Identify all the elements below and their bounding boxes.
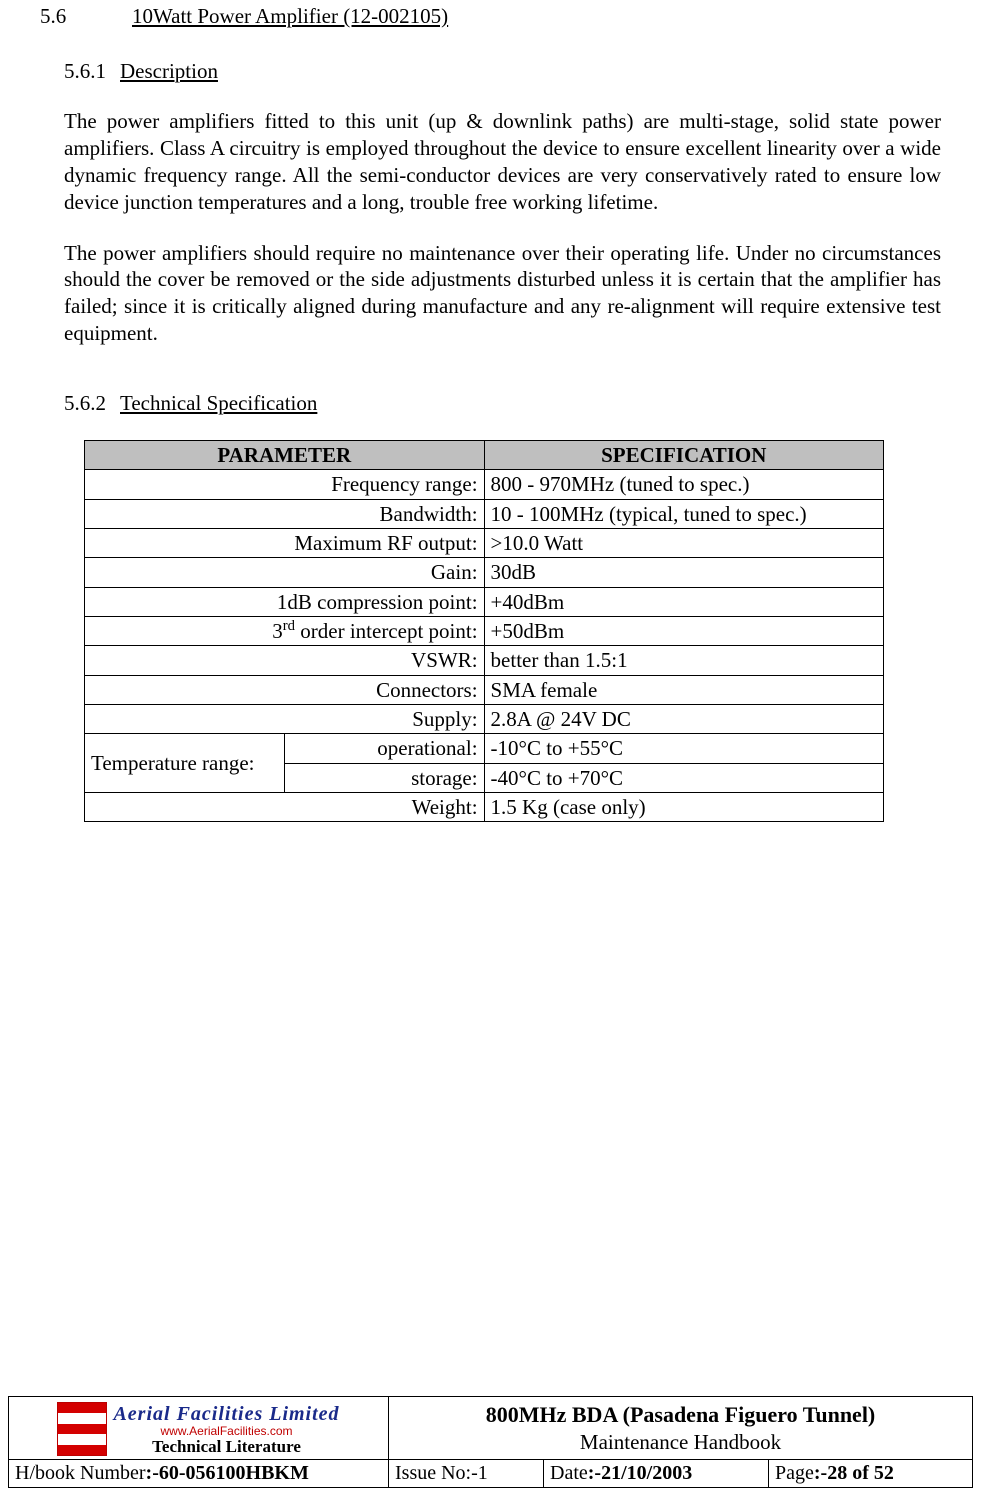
table-row: Weight:1.5 Kg (case only) (85, 793, 884, 822)
table-row: Bandwidth:10 - 100MHz (typical, tuned to… (85, 499, 884, 528)
subsection-spec-number: 5.6.2 (64, 391, 120, 416)
logo-company-name: Aerial Facilities Limited (113, 1403, 339, 1425)
footer-page: Page:-28 of 52 (769, 1460, 972, 1487)
value-cell: >10.0 Watt (484, 529, 883, 558)
table-header-row: PARAMETER SPECIFICATION (85, 441, 884, 470)
table-row: 3rd order intercept point: +50dBm (85, 617, 884, 646)
param-cell: 1dB compression point: (85, 587, 485, 616)
table-row: Maximum RF output:>10.0 Watt (85, 529, 884, 558)
param-cell: VSWR: (85, 646, 485, 675)
value-cell: 800 - 970MHz (tuned to spec.) (484, 470, 883, 499)
doc-title: 800MHz BDA (Pasadena Figuero Tunnel) (393, 1401, 968, 1429)
table-row: Connectors:SMA female (85, 675, 884, 704)
logo-text: Aerial Facilities Limited www.AerialFaci… (113, 1401, 339, 1457)
value-cell: SMA female (484, 675, 883, 704)
logo-tagline: Technical Literature (113, 1438, 339, 1457)
header-specification: SPECIFICATION (484, 441, 883, 470)
table-row: VSWR:better than 1.5:1 (85, 646, 884, 675)
footer-logo-cell: Aerial Facilities Limited www.AerialFaci… (9, 1397, 389, 1459)
section-number: 5.6 (40, 4, 132, 29)
doc-subtitle: Maintenance Handbook (393, 1429, 968, 1455)
param-cell: Frequency range: (85, 470, 485, 499)
logo-icon (57, 1402, 107, 1456)
value-cell: better than 1.5:1 (484, 646, 883, 675)
footer-issue: Issue No:-1 (389, 1460, 544, 1487)
param-sub-cell: operational: (284, 734, 484, 763)
footer-title-cell: 800MHz BDA (Pasadena Figuero Tunnel) Mai… (389, 1397, 972, 1459)
section-title: 10Watt Power Amplifier (12-002105) (132, 4, 448, 28)
table-row: Supply:2.8A @ 24V DC (85, 705, 884, 734)
value-cell: -10°C to +55°C (484, 734, 883, 763)
param-cell: Gain: (85, 558, 485, 587)
param-cell: Weight: (85, 793, 485, 822)
table-row: Frequency range:800 - 970MHz (tuned to s… (85, 470, 884, 499)
table-row: Temperature range: operational: -10°C to… (85, 734, 884, 763)
subsection-desc-number: 5.6.1 (64, 59, 120, 84)
table-row: 1dB compression point:+40dBm (85, 587, 884, 616)
value-cell: 30dB (484, 558, 883, 587)
value-cell: 1.5 Kg (case only) (484, 793, 883, 822)
value-cell: +40dBm (484, 587, 883, 616)
description-paragraph-2: The power amplifiers should require no m… (64, 240, 941, 348)
value-cell: +50dBm (484, 617, 883, 646)
table-row: Gain:30dB (85, 558, 884, 587)
subsection-desc-title: Description (120, 59, 218, 83)
param-cell: 3rd order intercept point: (85, 617, 485, 646)
subsection-spec-title: Technical Specification (120, 391, 317, 415)
value-cell: 2.8A @ 24V DC (484, 705, 883, 734)
subsection-spec-heading: 5.6.2Technical Specification (64, 391, 941, 416)
subsection-description-heading: 5.6.1Description (64, 59, 941, 84)
param-cell: Connectors: (85, 675, 485, 704)
footer-date: Date:-21/10/2003 (544, 1460, 769, 1487)
param-cell-temp-range: Temperature range: (85, 734, 285, 793)
section-heading: 5.610Watt Power Amplifier (12-002105) (40, 4, 941, 29)
param-cell: Bandwidth: (85, 499, 485, 528)
footer-hbook: H/book Number:-60-056100HBKM (9, 1460, 389, 1487)
specification-table: PARAMETER SPECIFICATION Frequency range:… (84, 440, 884, 822)
description-paragraph-1: The power amplifiers fitted to this unit… (64, 108, 941, 216)
value-cell: -40°C to +70°C (484, 763, 883, 792)
header-parameter: PARAMETER (85, 441, 485, 470)
value-cell: 10 - 100MHz (typical, tuned to spec.) (484, 499, 883, 528)
param-sub-cell: storage: (284, 763, 484, 792)
page-footer: Aerial Facilities Limited www.AerialFaci… (0, 1396, 981, 1494)
param-cell: Maximum RF output: (85, 529, 485, 558)
param-cell: Supply: (85, 705, 485, 734)
